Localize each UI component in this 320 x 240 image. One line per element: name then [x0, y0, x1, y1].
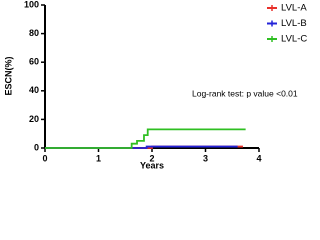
- legend-label: LVL-A: [281, 3, 307, 14]
- x-tick-label: 2: [149, 153, 154, 163]
- x-tick-label: 4: [256, 153, 261, 163]
- y-tick-label: 40: [29, 85, 39, 95]
- x-tick-label: 3: [203, 153, 208, 163]
- y-tick-label: 100: [24, 0, 39, 9]
- annotation: Log-rank test: p value <0.01: [192, 88, 298, 98]
- y-tick-label: 60: [29, 57, 39, 67]
- x-tick-label: 1: [96, 153, 101, 163]
- x-axis-label: Years: [140, 160, 164, 170]
- legend-label: LVL-C: [281, 34, 307, 45]
- y-tick-label: 80: [29, 28, 39, 38]
- x-tick-label: 0: [42, 153, 47, 163]
- y-tick-label: 0: [34, 142, 39, 152]
- chart: Years ESCN(%) Log-rank test: p value <0.…: [3, 0, 307, 170]
- legend-label: LVL-B: [281, 18, 307, 29]
- series-line: [45, 128, 246, 149]
- y-tick-label: 20: [29, 114, 39, 124]
- y-axis-label: ESCN(%): [3, 56, 13, 95]
